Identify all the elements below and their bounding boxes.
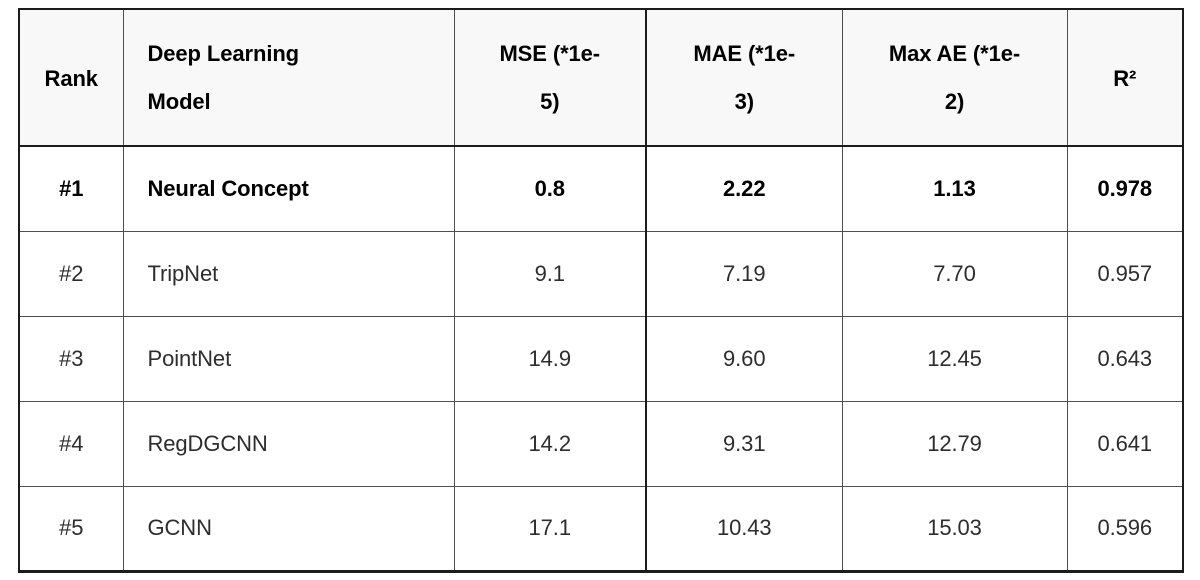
cell-rank: #2: [18, 230, 124, 317]
header-rank-label: Rank: [44, 65, 99, 91]
table-row-rank2: #2 TripNet 9.1 7.19 7.70 0.957: [18, 230, 1184, 317]
header-r2: R²: [1066, 8, 1184, 147]
header-mse-label: MSE (*1e-5): [499, 41, 601, 114]
header-max-ae: Max AE (*1e-2): [841, 8, 1068, 147]
cell-r2: 0.978: [1066, 145, 1184, 232]
header-model: Deep Learning Model: [122, 8, 455, 147]
cell-mse: 9.1: [453, 230, 647, 317]
table-row-rank5: #5 GCNN 17.1 10.43 15.03 0.596: [18, 485, 1184, 572]
benchmark-table-container: Rank Deep Learning Model MSE (*1e-5) MAE…: [18, 8, 1184, 573]
cell-rank: #3: [18, 315, 124, 402]
cell-mse: 14.9: [453, 315, 647, 402]
header-mse: MSE (*1e-5): [453, 8, 647, 147]
benchmark-table: Rank Deep Learning Model MSE (*1e-5) MAE…: [18, 8, 1184, 573]
cell-max-ae: 15.03: [841, 485, 1068, 572]
cell-model: TripNet: [122, 230, 455, 317]
cell-r2: 0.596: [1066, 485, 1184, 572]
header-max-ae-label: Max AE (*1e-2): [888, 41, 1021, 114]
table-row-rank3: #3 PointNet 14.9 9.60 12.45 0.643: [18, 315, 1184, 402]
cell-model: Neural Concept: [122, 145, 455, 232]
header-rank: Rank: [18, 8, 124, 147]
cell-r2: 0.643: [1066, 315, 1184, 402]
cell-mae: 9.31: [645, 400, 843, 487]
cell-mse: 0.8: [453, 145, 647, 232]
cell-max-ae: 1.13: [841, 145, 1068, 232]
header-model-label: Deep Learning Model: [147, 41, 300, 114]
table-row-rank4: #4 RegDGCNN 14.2 9.31 12.79 0.641: [18, 400, 1184, 487]
header-mae: MAE (*1e-3): [645, 8, 843, 147]
table-body: #1 Neural Concept 0.8 2.22 1.13 0.978 #2…: [18, 145, 1184, 572]
cell-mse: 14.2: [453, 400, 647, 487]
cell-mae: 7.19: [645, 230, 843, 317]
cell-max-ae: 12.79: [841, 400, 1068, 487]
table-header: Rank Deep Learning Model MSE (*1e-5) MAE…: [18, 8, 1184, 147]
cell-mae: 9.60: [645, 315, 843, 402]
cell-mse: 17.1: [453, 485, 647, 572]
cell-model: GCNN: [122, 485, 455, 572]
cell-max-ae: 12.45: [841, 315, 1068, 402]
cell-max-ae: 7.70: [841, 230, 1068, 317]
cell-mae: 2.22: [645, 145, 843, 232]
header-r2-label: R²: [1113, 65, 1137, 91]
table-row-rank1: #1 Neural Concept 0.8 2.22 1.13 0.978: [18, 145, 1184, 232]
cell-rank: #1: [18, 145, 124, 232]
cell-model: PointNet: [122, 315, 455, 402]
cell-rank: #4: [18, 400, 124, 487]
cell-r2: 0.641: [1066, 400, 1184, 487]
cell-mae: 10.43: [645, 485, 843, 572]
cell-r2: 0.957: [1066, 230, 1184, 317]
cell-rank: #5: [18, 485, 124, 572]
header-row: Rank Deep Learning Model MSE (*1e-5) MAE…: [18, 8, 1184, 147]
cell-model: RegDGCNN: [122, 400, 455, 487]
header-mae-label: MAE (*1e-3): [693, 41, 796, 114]
